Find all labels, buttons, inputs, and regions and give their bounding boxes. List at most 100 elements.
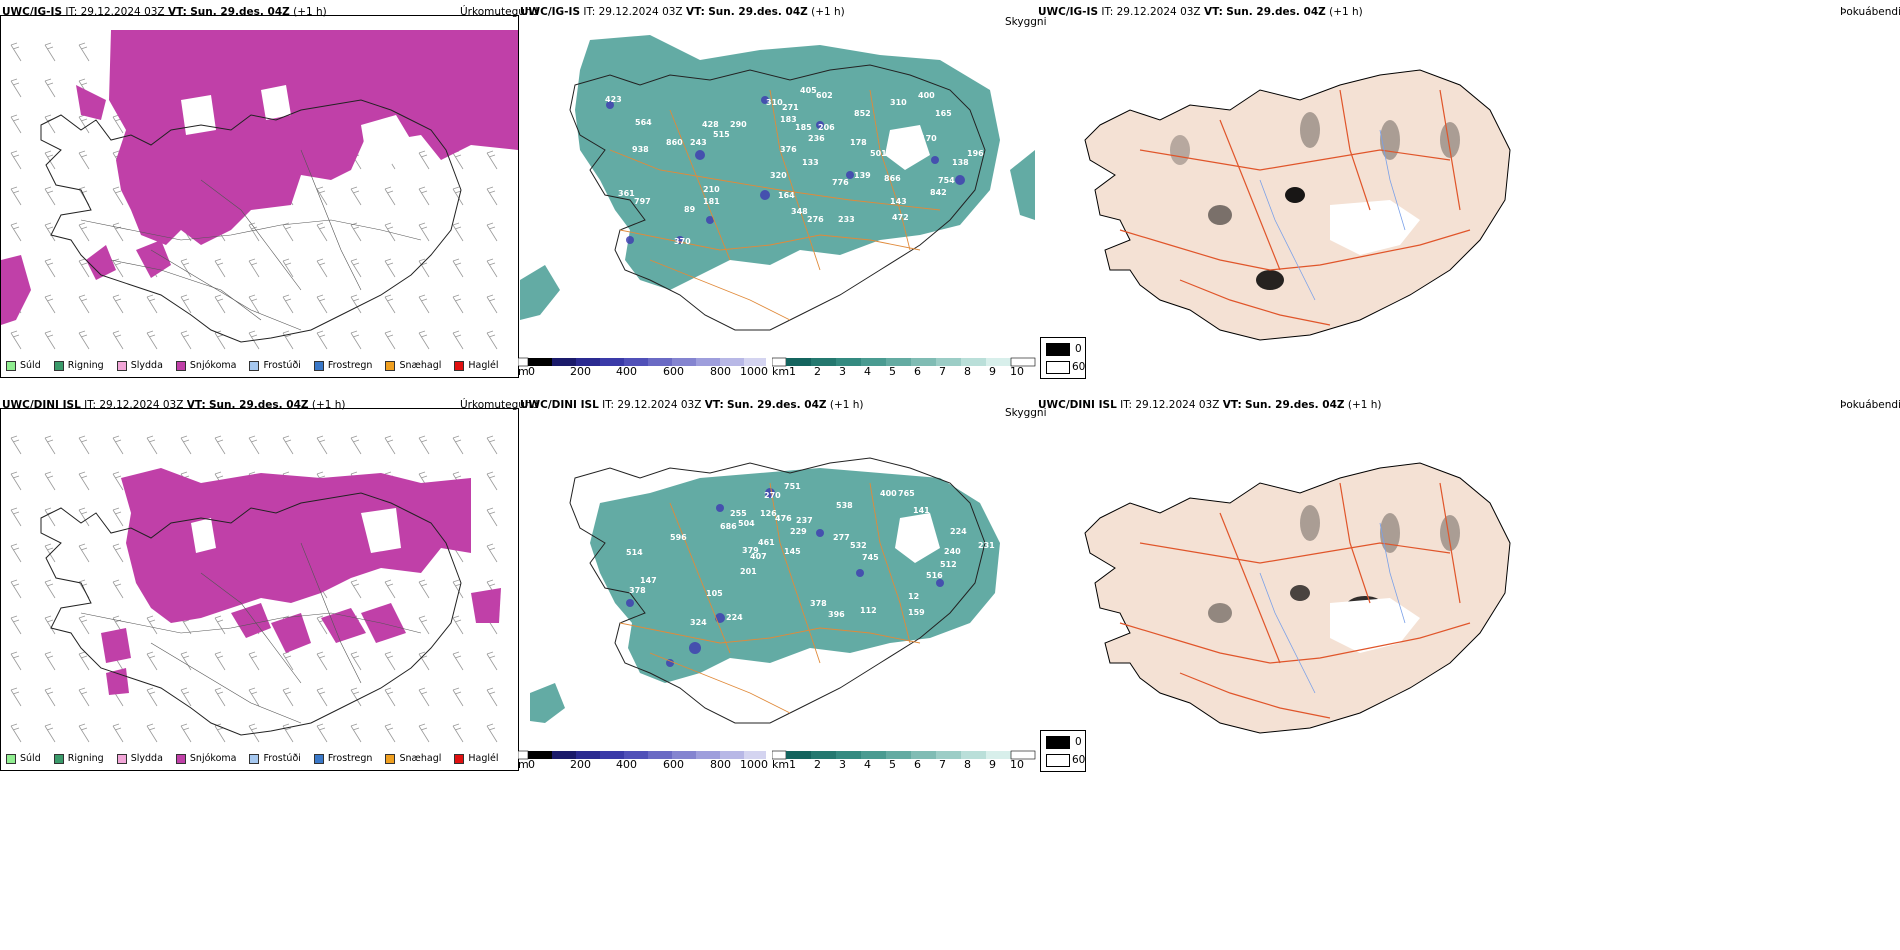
legend-item: Slydda (116, 753, 163, 764)
legend-label: Snjókoma (189, 753, 237, 764)
wind-barb (10, 543, 22, 563)
visibility-tick: 8 (964, 758, 971, 771)
wind-barb (350, 651, 362, 671)
visibility-tick: 8 (964, 365, 971, 378)
visibility-tick: 9 (989, 758, 996, 771)
legend-swatch (175, 753, 186, 764)
legend-label: Frostúði (263, 360, 301, 371)
legend-swatch (116, 753, 127, 764)
wind-barb (418, 294, 430, 314)
panel-header: UWC/DINI ISL IT: 29.12.2024 03Z VT: Sun.… (1038, 399, 1382, 411)
wind-barb (44, 186, 56, 206)
wind-barb (452, 294, 464, 314)
wind-barb (384, 258, 396, 278)
road-network (1119, 482, 1471, 719)
wind-barb (452, 222, 464, 242)
wind-barb (486, 150, 498, 170)
vt-label: VT: (186, 399, 206, 411)
low-cloud-spots (606, 96, 965, 244)
legend-swatch (249, 360, 260, 371)
wind-barb (112, 471, 124, 491)
wind-barb (78, 615, 90, 635)
wind-barb (180, 651, 192, 671)
model-name: UWC/DINI ISL (520, 399, 599, 411)
wind-barb (418, 150, 430, 170)
wind-barb (78, 114, 90, 134)
cloud-label: 126 (760, 509, 777, 518)
wind-barb (248, 651, 260, 671)
wind-barb (44, 330, 56, 350)
cloud-base-tick: 600 (663, 365, 684, 378)
wind-barb (44, 651, 56, 671)
panel-header: UWC/DINI ISL IT: 29.12.2024 03Z VT: Sun.… (520, 399, 864, 411)
visibility-tick: 5 (889, 365, 896, 378)
wind-barb (384, 222, 396, 242)
cloud-label: 423 (605, 95, 622, 104)
precip-legend: Súld Rigning Slydda Snjókoma Frostúði Fr… (6, 753, 499, 764)
wind-barb (418, 435, 430, 455)
wind-barb (180, 294, 192, 314)
cloud-label: 240 (944, 547, 961, 556)
wind-barb (384, 651, 396, 671)
cloud-label: 165 (935, 109, 952, 118)
cloud-label: 143 (890, 197, 907, 206)
wind-barb (214, 435, 226, 455)
legend-item: Súld (6, 753, 41, 764)
wind-barb (350, 186, 362, 206)
legend-swatch (53, 360, 64, 371)
wind-barb (214, 294, 226, 314)
legend-label: Slydda (130, 753, 163, 764)
wind-barb (146, 723, 158, 743)
wind-barb (10, 222, 22, 242)
cloud-base-tick: 0 (528, 758, 535, 771)
legend-label: Rigning (67, 753, 104, 764)
cloud-label: 237 (796, 516, 813, 525)
cloud-label: 476 (775, 514, 792, 523)
cloud-base-tick: 400 (616, 758, 637, 771)
wind-barb (78, 258, 90, 278)
panel-header: UWC/IG-IS IT: 29.12.2024 03Z VT: Sun. 29… (1038, 6, 1363, 18)
wind-barb (180, 330, 192, 350)
wind-barb (44, 78, 56, 98)
wind-barb (282, 294, 294, 314)
vt-label: VT: (1203, 6, 1223, 18)
wind-barb (248, 330, 260, 350)
legend-item: Snjókoma (175, 360, 236, 371)
legend-item: Frostregn (313, 753, 372, 764)
valid-time: Sun. 29.des. 04Z (190, 6, 290, 18)
wind-barb (10, 507, 22, 527)
legend-item: Rigning (53, 753, 104, 764)
wind-barb (452, 330, 464, 350)
init-time: 29.12.2024 03Z (80, 6, 165, 18)
legend-label: Snæhagl (399, 360, 442, 371)
wind-barb (78, 723, 90, 743)
legend-item: Haglél (454, 360, 499, 371)
wind-barb (10, 651, 22, 671)
lead-offset: (+1 h) (293, 6, 327, 18)
wind-barb (316, 258, 328, 278)
visibility-scale: km 1 2 3 4 5 6 7 8 9 10 (772, 365, 1037, 379)
cloud-label: 751 (784, 482, 801, 491)
wind-barb (316, 723, 328, 743)
wind-barb (350, 579, 362, 599)
fog-scale-box: 0 60 (1040, 730, 1086, 772)
wind-barb (384, 330, 396, 350)
fog-tick: 0 (1075, 736, 1082, 748)
cloud-base-scale: m 0 200 400 600 800 1000 (518, 365, 768, 379)
wind-barb (452, 651, 464, 671)
wind-barb (486, 435, 498, 455)
legend-label: Frostregn (327, 360, 373, 371)
wind-barb (44, 723, 56, 743)
cloud-label: 133 (802, 158, 819, 167)
wind-barb (10, 150, 22, 170)
panel-title-fog: Þokuábendi (1840, 399, 1900, 411)
cloud-label: 224 (950, 527, 967, 536)
cloud-base-colorbar (518, 750, 766, 760)
cloud-base-unit: m (518, 758, 529, 771)
visibility-unit: km (772, 758, 790, 771)
panel-header: UWC/IG-IS IT: 29.12.2024 03Z VT: Sun. 29… (2, 6, 327, 18)
visibility-tick: 2 (814, 758, 821, 771)
cloud-label: 196 (967, 149, 984, 158)
wind-barb (418, 186, 430, 206)
wind-barb (112, 543, 124, 563)
